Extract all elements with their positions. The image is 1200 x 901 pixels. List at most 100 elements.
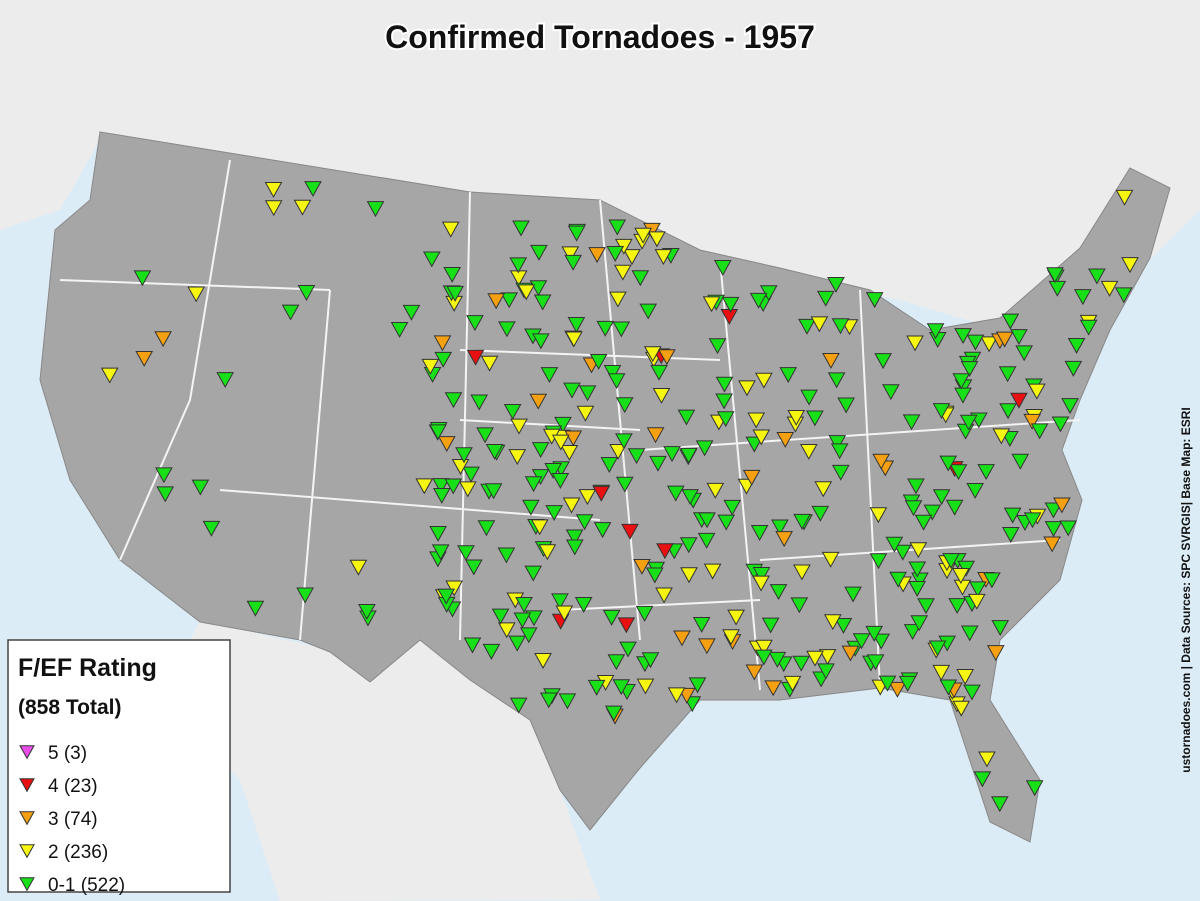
- tornado-marker: [716, 411, 735, 428]
- tornado-marker: [695, 440, 714, 457]
- tornado-marker: [636, 678, 655, 695]
- tornado-marker: [508, 635, 527, 652]
- tornado-marker: [576, 405, 595, 422]
- legend-label: 4 (23): [48, 776, 98, 797]
- tornado-marker: [869, 553, 888, 570]
- tornado-marker: [390, 321, 409, 338]
- tornado-marker: [1053, 497, 1071, 514]
- tornado-marker: [702, 296, 721, 313]
- tornado-marker: [633, 559, 651, 575]
- tornado-marker: [544, 463, 563, 479]
- tornado-marker: [484, 483, 503, 500]
- tornado-marker: [810, 316, 829, 333]
- tornado-marker: [806, 650, 824, 667]
- tornado-marker: [727, 609, 745, 626]
- tornado-marker: [752, 575, 770, 592]
- tornado-marker: [666, 485, 685, 502]
- tornado-marker: [574, 597, 593, 613]
- legend-symbol: [19, 844, 35, 859]
- tornado-marker: [717, 514, 736, 531]
- tornado-marker: [752, 567, 771, 583]
- tornado-marker: [698, 638, 716, 655]
- tornado-marker: [1046, 267, 1064, 284]
- tornado-marker: [966, 334, 985, 351]
- tornado-marker: [510, 418, 528, 435]
- tornado-marker: [1015, 345, 1033, 362]
- tornado-marker: [960, 361, 979, 378]
- tornado-marker: [952, 700, 971, 717]
- legend-title: F/EF Rating: [18, 654, 157, 682]
- tornado-marker: [451, 459, 470, 475]
- tornado-marker: [771, 519, 789, 536]
- tornado-marker: [645, 567, 664, 584]
- tornado-marker: [524, 476, 543, 493]
- tornado-marker: [655, 587, 673, 604]
- tornado-marker: [512, 220, 530, 237]
- tornado-marker: [822, 352, 840, 369]
- tornado-marker: [575, 514, 594, 531]
- tornado-marker: [444, 392, 463, 409]
- legend-label: 3 (74): [48, 809, 98, 830]
- tornado-marker: [508, 449, 527, 466]
- tornado-marker: [458, 481, 477, 498]
- tornado-marker: [923, 504, 942, 521]
- tornado-marker: [677, 409, 696, 426]
- tornado-marker: [738, 380, 756, 397]
- tornado-marker: [421, 358, 440, 375]
- tornado-marker: [697, 532, 716, 549]
- tornado-marker: [742, 469, 761, 486]
- tornado-marker: [908, 581, 927, 597]
- tornado-marker: [466, 315, 484, 332]
- tornado-marker: [135, 350, 154, 367]
- legend-label: 0-1 (522): [48, 875, 125, 896]
- tornado-marker: [898, 675, 917, 692]
- tornado-marker: [615, 433, 633, 450]
- tornado-marker: [650, 364, 668, 381]
- tornado-marker: [1001, 527, 1020, 543]
- tornado-marker: [956, 669, 974, 685]
- tornado-marker: [909, 542, 928, 559]
- tornado-marker: [889, 571, 907, 588]
- tornado-marker: [949, 464, 968, 481]
- tornado-marker: [606, 246, 625, 262]
- tornado-marker: [551, 434, 570, 451]
- tornado-marker: [928, 640, 947, 657]
- tornado-marker: [872, 453, 891, 470]
- tornado-marker: [818, 649, 837, 666]
- tornado-marker: [754, 649, 773, 666]
- tornado-marker: [967, 593, 986, 610]
- tornado-marker: [1043, 536, 1061, 553]
- tornado-marker: [749, 292, 768, 309]
- tornado-marker: [623, 249, 641, 266]
- tornado-marker: [1048, 280, 1067, 297]
- tornado-marker: [960, 625, 979, 642]
- tornado-marker: [534, 653, 552, 669]
- tornado-marker: [986, 645, 1005, 662]
- tornado-marker: [708, 338, 727, 355]
- tornado-marker: [932, 489, 951, 506]
- tornado-marker: [1010, 392, 1028, 409]
- tornado-marker: [561, 246, 580, 263]
- tornado-marker: [296, 587, 314, 604]
- tornado-marker: [156, 486, 175, 503]
- tornado-marker: [1001, 313, 1020, 330]
- tornado-marker: [816, 290, 835, 307]
- tornado-markers: [100, 181, 1139, 813]
- tornado-marker: [917, 598, 935, 615]
- tornado-marker: [491, 608, 510, 625]
- tornado-marker: [978, 751, 996, 768]
- tornado-marker: [538, 544, 557, 561]
- tornado-marker: [612, 679, 631, 696]
- tornado-marker: [1073, 289, 1092, 306]
- tornado-marker: [297, 285, 316, 301]
- tornado-marker: [865, 292, 884, 309]
- tornado-marker: [904, 500, 923, 517]
- tornado-marker: [980, 336, 998, 353]
- tornado-marker: [787, 409, 806, 426]
- tornado-marker: [932, 403, 951, 420]
- state-borders: [59, 159, 1081, 691]
- legend-label: 5 (3): [48, 743, 87, 764]
- tornado-marker: [366, 201, 385, 218]
- tornado-marker: [532, 333, 550, 350]
